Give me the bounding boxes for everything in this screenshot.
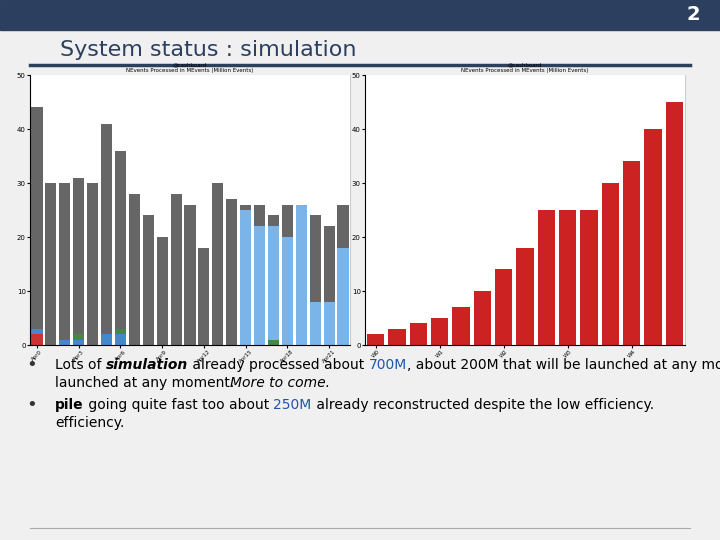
Bar — [310, 302, 321, 345]
Bar — [254, 205, 265, 345]
Bar — [59, 340, 71, 345]
Text: Lots of: Lots of — [55, 358, 106, 372]
Bar — [73, 334, 84, 340]
Bar — [184, 205, 196, 345]
Bar — [240, 205, 251, 345]
Bar — [296, 205, 307, 345]
Text: •: • — [26, 356, 37, 374]
Bar — [45, 183, 56, 345]
Bar — [115, 334, 126, 345]
Bar — [452, 307, 469, 345]
Bar — [580, 210, 598, 345]
Text: Last month: Last month — [119, 140, 261, 160]
Bar — [59, 183, 71, 345]
Text: 2: 2 — [686, 5, 700, 24]
FancyBboxPatch shape — [30, 75, 350, 345]
Bar — [338, 248, 348, 345]
Bar — [474, 291, 491, 345]
Bar — [310, 215, 321, 345]
Title: @cashboard
NEvents Processed in MEvents (Million Events): @cashboard NEvents Processed in MEvents … — [126, 63, 253, 73]
Bar — [32, 107, 42, 345]
Text: efficiency.: efficiency. — [55, 416, 125, 430]
Bar — [87, 183, 98, 345]
Text: System status : simulation: System status : simulation — [60, 40, 356, 60]
Text: going quite fast too about: going quite fast too about — [84, 398, 274, 412]
Bar — [323, 226, 335, 345]
Bar — [212, 183, 223, 345]
Bar — [644, 129, 662, 345]
Text: launched at any moment.: launched at any moment. — [55, 376, 238, 390]
Text: •: • — [26, 396, 37, 414]
Text: pile: pile — [55, 398, 84, 412]
Bar — [367, 334, 384, 345]
Text: already reconstructed despite the low efficiency.: already reconstructed despite the low ef… — [312, 398, 654, 412]
Title: @cashboard
NEvents Processed in MEvents (Million Events): @cashboard NEvents Processed in MEvents … — [462, 63, 589, 73]
Bar — [226, 199, 238, 345]
Bar — [157, 237, 168, 345]
Bar — [254, 226, 265, 345]
Bar — [240, 210, 251, 345]
Bar — [268, 215, 279, 345]
Bar — [282, 237, 293, 345]
FancyBboxPatch shape — [365, 75, 685, 345]
Bar — [516, 248, 534, 345]
Bar — [73, 178, 84, 345]
Text: More to come.: More to come. — [230, 376, 330, 390]
Bar — [296, 205, 307, 345]
Bar — [73, 340, 84, 345]
Text: simulation: simulation — [106, 358, 188, 372]
Text: , about 200M that will be launched at any moment.: , about 200M that will be launched at an… — [407, 358, 720, 372]
Bar — [198, 248, 210, 345]
Bar — [115, 329, 126, 334]
Bar — [0, 0, 720, 30]
Bar — [338, 205, 348, 345]
Bar — [115, 334, 126, 345]
Bar — [143, 215, 154, 345]
Text: already processed about: already processed about — [188, 358, 369, 372]
Bar — [32, 334, 42, 345]
Bar — [268, 226, 279, 345]
Bar — [282, 205, 293, 345]
Bar — [431, 318, 448, 345]
Bar — [559, 210, 576, 345]
Text: 700M: 700M — [369, 358, 407, 372]
Bar — [323, 302, 335, 345]
Bar — [129, 194, 140, 345]
Bar — [538, 210, 555, 345]
Bar — [623, 161, 640, 345]
Text: Last Week: Last Week — [460, 140, 590, 160]
Bar — [171, 194, 181, 345]
Bar — [268, 340, 279, 345]
Bar — [666, 102, 683, 345]
Bar — [101, 334, 112, 345]
Bar — [115, 151, 126, 345]
Bar — [410, 323, 427, 345]
Bar — [101, 124, 112, 345]
Bar — [602, 183, 619, 345]
Bar — [495, 269, 512, 345]
Bar — [32, 329, 42, 334]
Text: 250M: 250M — [274, 398, 312, 412]
Bar — [389, 329, 405, 345]
